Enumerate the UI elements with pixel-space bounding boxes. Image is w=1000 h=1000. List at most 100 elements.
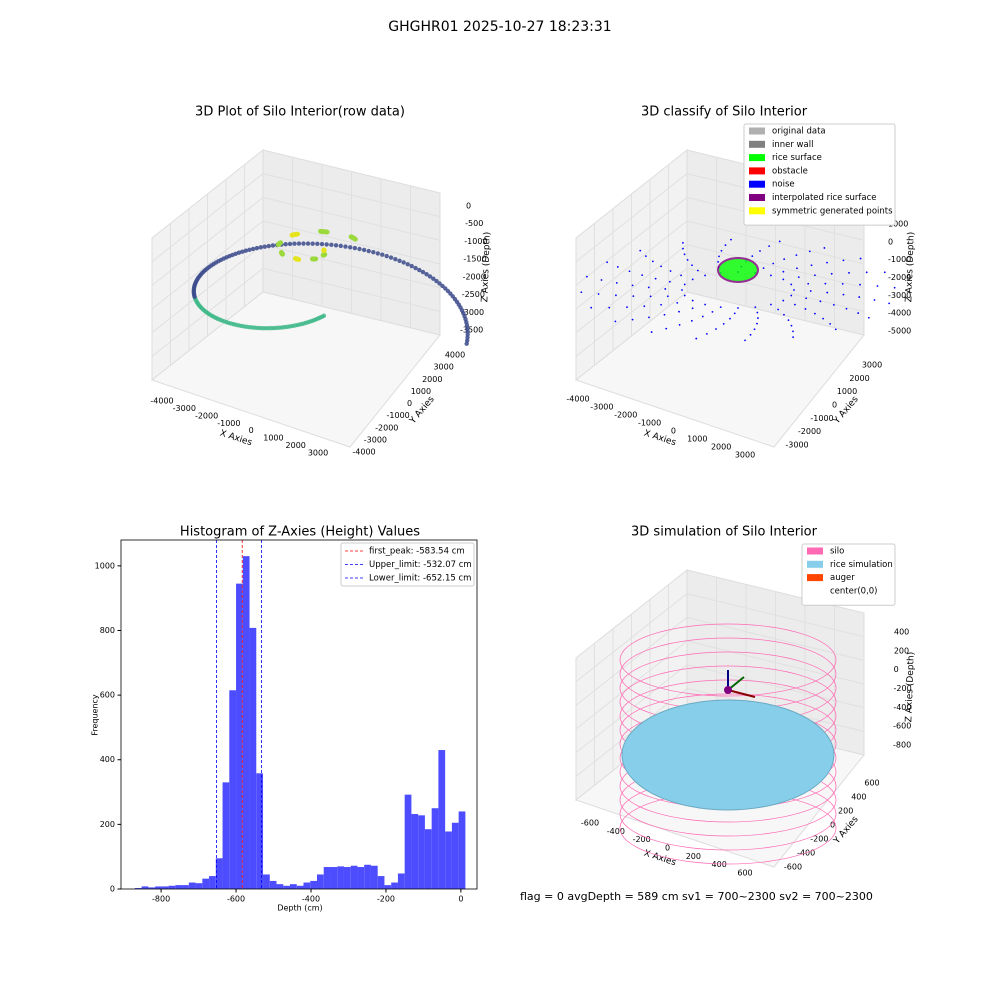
z-axis-label: Z Axies (Depth) [904, 232, 916, 303]
scatter-point [795, 254, 798, 257]
z-tick-label: -3000 [461, 308, 484, 317]
bar [209, 876, 216, 889]
scatter-point [427, 274, 433, 279]
scatter-point [397, 258, 402, 263]
scatter-point [873, 299, 876, 301]
scatter-point [258, 245, 263, 250]
scatter-point [320, 252, 326, 258]
y-tick-label: 1000 [95, 561, 115, 570]
pane-grid [575, 173, 688, 263]
scatter-point [615, 294, 617, 297]
bar [310, 880, 317, 889]
scatter-point [371, 249, 376, 255]
scatter-point [804, 308, 807, 310]
scatter-point [409, 263, 414, 269]
scatter-point [266, 243, 271, 249]
scatter-point [842, 293, 845, 296]
scatter-point [683, 294, 686, 297]
legend-label: original data [772, 127, 826, 137]
legend-label: first_peak: -583.54 cm [369, 547, 465, 557]
x-tick-label: -800 [152, 895, 170, 904]
scatter-point [626, 306, 628, 309]
x-tick-label: -400 [302, 895, 320, 904]
x-tick-label: -200 [633, 835, 651, 844]
scatter-point [292, 241, 297, 246]
scatter-point [704, 274, 706, 277]
scatter-point [401, 260, 406, 265]
scatter-point [643, 305, 646, 308]
scatter-point [876, 285, 879, 287]
scatter-point [465, 329, 470, 334]
scatter-point [782, 270, 785, 273]
scatter-point [431, 276, 436, 281]
scatter-point [691, 278, 694, 281]
z-tick-label: 400 [894, 628, 909, 637]
scatter-point [352, 245, 358, 251]
bar [134, 888, 142, 889]
z-tick-label: -600 [893, 722, 911, 731]
legend-box [743, 123, 896, 226]
scatter-point [814, 274, 816, 277]
scatter-point [329, 242, 334, 248]
bar [249, 627, 257, 889]
scatter-point [770, 303, 772, 306]
z-tick-label: -200 [894, 684, 912, 693]
scatter-point [424, 272, 429, 277]
scatter-point [729, 317, 731, 320]
z-tick-label: 0 [894, 665, 899, 674]
scatter-point [361, 247, 367, 253]
scatter-point [305, 241, 311, 246]
bar [438, 750, 446, 889]
scatter-point [792, 330, 794, 333]
scatter-point [819, 300, 822, 303]
z-tick-label: -500 [465, 219, 483, 228]
scatter-point [696, 269, 699, 272]
scatter-point [720, 249, 723, 252]
legend-label: obstacle [772, 166, 808, 176]
x-tick-label: 0 [249, 426, 254, 435]
legend-label: rice surface [772, 153, 822, 163]
scatter-point [759, 250, 761, 252]
scatter-point [295, 231, 300, 237]
scatter-point [647, 286, 650, 289]
scatter-point [608, 306, 611, 309]
y-tick-label: -3000 [785, 441, 808, 450]
scatter-point [628, 270, 631, 273]
bar [175, 885, 183, 889]
scatter-point [704, 303, 706, 306]
scatter-point [751, 255, 754, 258]
z-tick-label: -4000 [888, 309, 911, 318]
scatter-point [808, 250, 811, 253]
legend-box [340, 542, 475, 587]
bar [161, 886, 169, 889]
y-tick-label: 400 [851, 793, 866, 802]
scatter-point [717, 261, 719, 263]
scatter-point [822, 317, 825, 320]
scatter-point [631, 284, 634, 287]
axes-3d [150, 148, 441, 448]
legend-swatch [749, 180, 765, 188]
scatter-point [417, 267, 422, 273]
scatter-point [778, 240, 781, 243]
x-tick-label: -600 [227, 895, 245, 904]
z-tick-label: 0 [466, 202, 471, 211]
x-axis-label: Depth (cm) [277, 904, 322, 913]
y-tick-label: 4000 [445, 351, 465, 360]
z-tick-label: -3500 [460, 326, 483, 335]
scatter-point [724, 244, 727, 247]
legend-swatch [807, 574, 823, 582]
y-tick-label: 400 [100, 755, 115, 764]
y-tick-label: 1000 [411, 387, 431, 396]
z-tick-label: -1000 [464, 237, 487, 246]
z-tick-label: 1000 [888, 220, 908, 229]
y-tick-label: -200 [810, 835, 828, 844]
scatter-point [615, 282, 618, 284]
bar [222, 782, 230, 889]
bar [296, 885, 304, 889]
z-tick-label: -2000 [888, 273, 911, 282]
bar [357, 867, 365, 889]
legend-swatch [749, 167, 765, 175]
legend-box [801, 543, 896, 606]
scatter-point [614, 320, 617, 323]
scatter-point [663, 313, 666, 316]
